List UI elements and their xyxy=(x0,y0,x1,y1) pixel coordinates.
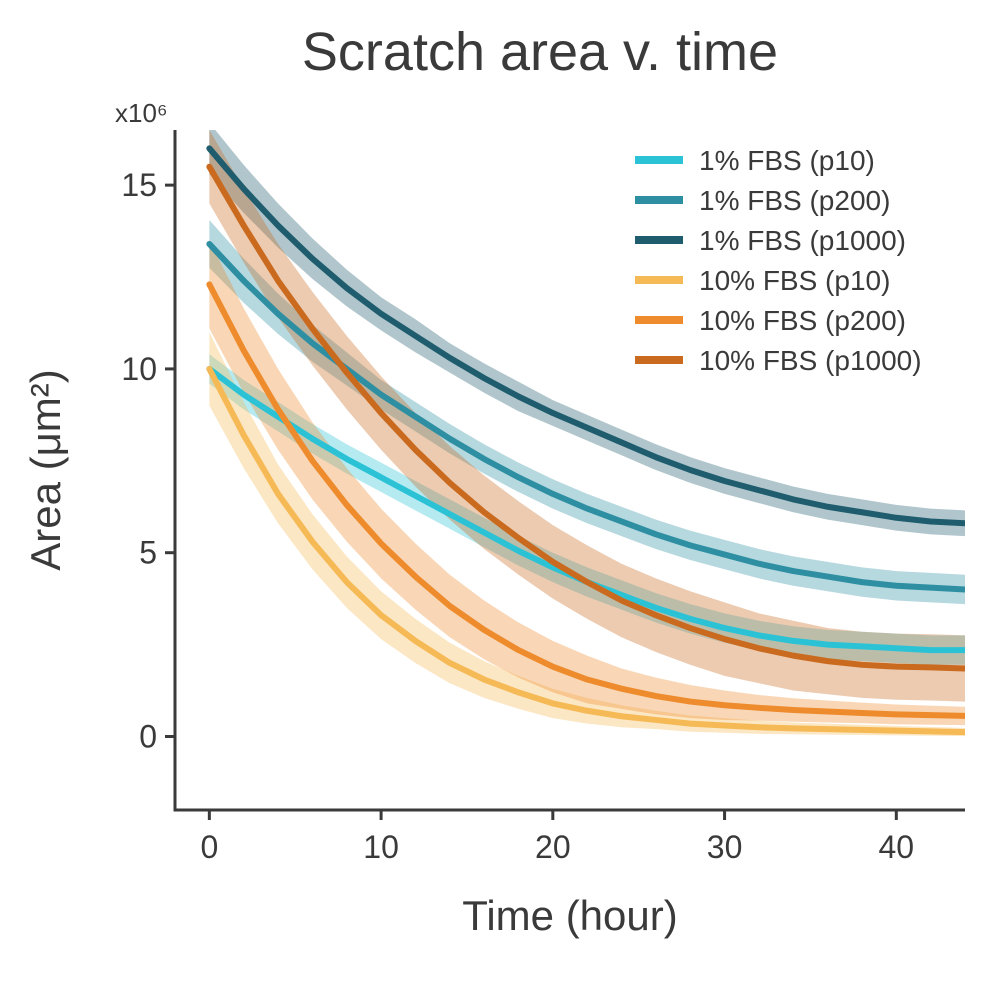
legend-swatch xyxy=(635,236,683,244)
x-tick-label: 20 xyxy=(535,829,571,865)
legend-swatch xyxy=(635,316,683,324)
x-tick-label: 40 xyxy=(879,829,915,865)
x-axis-label: Time (hour) xyxy=(462,892,677,939)
legend-label: 1% FBS (p10) xyxy=(699,145,875,176)
y-tick-label: 10 xyxy=(121,351,157,387)
legend-label: 10% FBS (p200) xyxy=(699,305,906,336)
legend-swatch xyxy=(635,276,683,284)
scratch-area-chart: Scratch area v. time 0 10 20 30 40 0 5 10 15 Tim… xyxy=(0,0,1001,1001)
x-tick-label: 30 xyxy=(707,829,743,865)
legend-swatch xyxy=(635,356,683,364)
y-axis-label: Area (μm²) xyxy=(22,369,69,571)
legend-swatch xyxy=(635,196,683,204)
y-tick-label: 15 xyxy=(121,167,157,203)
legend: 1% FBS (p10) 1% FBS (p200) 1% FBS (p1000) 1… xyxy=(635,145,922,376)
legend-label: 1% FBS (p1000) xyxy=(699,225,906,256)
chart-title: Scratch area v. time xyxy=(302,22,778,82)
x-tick-label: 0 xyxy=(200,829,218,865)
legend-label: 10% FBS (p1000) xyxy=(699,345,922,376)
y-axis-exponent: x10⁶ xyxy=(115,98,168,128)
legend-swatch xyxy=(635,156,683,164)
y-tick-label: 5 xyxy=(139,535,157,571)
legend-label: 10% FBS (p10) xyxy=(699,265,890,296)
legend-label: 1% FBS (p200) xyxy=(699,185,890,216)
y-tick-label: 0 xyxy=(139,718,157,754)
x-tick-label: 10 xyxy=(363,829,399,865)
